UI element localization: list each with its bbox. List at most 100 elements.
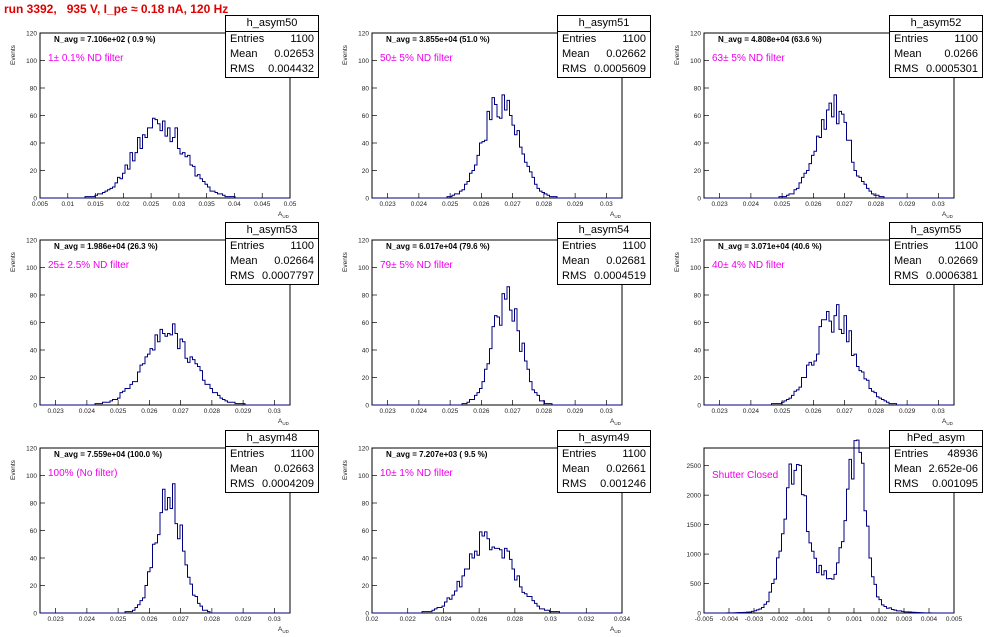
y-tick-label: 0 [365,403,369,410]
stats-row-mean: Mean 0.02681 [558,254,650,269]
stats-key: Entries [894,448,929,460]
x-tick-label: 0.024 [435,616,452,623]
y-tick-label: 500 [690,581,701,588]
y-tick-label: 100 [358,473,369,480]
stats-row-mean: Mean 0.02663 [226,462,318,477]
histogram-plot: 0.023 0.024 0.025 0.026 0.027 0.028 0.029 0.03 0… [674,238,955,426]
y-axis-label: Events [10,459,17,480]
y-tick-label: 40 [362,141,370,148]
histogram-plot: 0.023 0.024 0.025 0.026 0.027 0.028 0.029 0.03 0… [342,31,623,219]
stats-key: RMS [230,270,255,282]
x-tick-label: 0.023 [379,201,396,208]
stats-title: h_asym52 [890,16,982,32]
x-tick-label: 0.026 [805,408,822,415]
x-tick-label: 0.027 [172,408,189,415]
histogram-series [704,94,954,199]
stats-value: 0.02663 [274,463,314,475]
stats-row-entries: Entries 1100 [890,239,982,254]
x-tick-label: 0.045 [254,201,271,208]
y-tick-label: 80 [362,293,370,300]
y-tick-label: 120 [690,31,701,38]
histogram-panel-h_asym51: 0.023 0.024 0.025 0.026 0.027 0.028 0.029 0.03 0… [332,15,664,222]
y-tick-label: 40 [694,141,702,148]
navg-label: N_avg = 3.071e+04 (40.6 %) [718,242,822,251]
x-tick-label: 0.026 [471,616,488,623]
y-axis-label: Events [10,251,17,272]
stats-key: RMS [894,270,919,282]
stats-value: 0.02669 [938,255,978,267]
stats-row-entries: Entries 1100 [226,239,318,254]
y-tick-label: 100 [690,265,701,272]
x-tick-label: -0.003 [745,616,764,623]
x-tick-label: 0.028 [507,616,524,623]
filter-label: 25± 2.5% ND filter [48,260,130,271]
stats-value: 0.001095 [932,478,978,490]
y-tick-label: 0 [365,196,369,203]
stats-value: 1100 [290,448,314,460]
y-tick-label: 0 [697,403,701,410]
stats-row-mean: Mean 0.02653 [226,47,318,62]
stats-box: h_asym53 Entries 1100 Mean 0.02664 RMS 0.00077… [225,222,319,285]
histogram-series [40,323,290,406]
x-tick-label: 0.024 [79,616,96,623]
histogram-panel-h_asym52: 0.023 0.024 0.025 0.026 0.027 0.028 0.029 0.03 0… [664,15,996,222]
x-tick-label: 0.026 [141,408,158,415]
y-tick-label: 2000 [687,493,702,500]
stats-value: 0.0005301 [926,63,978,75]
x-tick-label: 0.025 [774,408,791,415]
y-tick-label: 0 [697,196,701,203]
x-tick-label: 0.04 [228,201,241,208]
histogram-plot: 0.005 0.01 0.015 0.02 0.025 0.03 0.035 0.04 0.04… [10,31,297,220]
stats-key: Entries [562,33,597,45]
stats-value: 1100 [622,33,646,45]
run-title: run 3392, 935 V, I_pe ≈ 0.18 nA, 120 Hz [4,2,229,16]
x-tick-label: 0.028 [868,201,885,208]
navg-label: N_avg = 1.986e+04 (26.3 %) [54,242,158,251]
x-tick-label: 0.028 [204,408,221,415]
stats-value: 1100 [622,448,646,460]
histogram-plot: 0.023 0.024 0.025 0.026 0.027 0.028 0.029 0.03 0… [342,238,623,426]
y-tick-label: 100 [26,473,37,480]
stats-row-entries: Entries 1100 [890,32,982,47]
y-tick-label: 100 [358,58,369,65]
histogram-panel-h_asym49: 0.02 0.022 0.024 0.026 0.028 0.03 0.032 0.034 0 2… [332,430,664,637]
x-tick-label: -0.005 [695,616,714,623]
stats-row-entries: Entries 1100 [226,32,318,47]
y-tick-label: 100 [26,58,37,65]
filter-label: 40± 4% ND filter [712,260,785,271]
stats-key: Mean [894,48,922,60]
x-axis-label: AUD [610,418,622,426]
y-tick-label: 80 [30,501,38,508]
histogram-plot: 0.023 0.024 0.025 0.026 0.027 0.028 0.029 0.03 0… [10,446,291,634]
x-tick-label: 0.024 [743,201,760,208]
stats-value: 1100 [954,33,978,45]
histogram-panel-h_asym55: 0.023 0.024 0.025 0.026 0.027 0.028 0.029 0.03 0… [664,222,996,429]
y-tick-label: 60 [362,528,370,535]
stats-row-rms: RMS 0.0004519 [558,269,650,284]
y-tick-label: 20 [694,375,702,382]
stats-key: Entries [894,240,929,252]
x-tick-label: 0.023 [711,201,728,208]
stats-box: h_asym48 Entries 1100 Mean 0.02663 RMS 0.00042… [225,430,319,493]
stats-key: Mean [562,255,590,267]
filter-label: 100% (No filter) [48,468,117,479]
x-tick-label: 0.032 [578,616,595,623]
stats-value: 0.0007797 [262,270,314,282]
stats-key: Mean [230,463,258,475]
y-tick-label: 0 [33,196,37,203]
y-tick-label: 20 [694,168,702,175]
filter-label: 1± 0.1% ND filter [48,53,124,64]
x-axis-label: AUD [942,211,954,219]
stats-row-rms: RMS 0.0006381 [890,269,982,284]
y-tick-label: 40 [362,348,370,355]
y-tick-label: 120 [358,446,369,453]
stats-value: 1100 [290,240,314,252]
x-tick-label: 0.035 [199,201,216,208]
y-axis-label: Events [342,459,349,480]
y-tick-label: 60 [30,528,38,535]
stats-row-mean: Mean 2.652e-06 [890,462,982,477]
y-axis-label: Events [674,44,681,65]
navg-label: N_avg = 6.017e+04 (79.6 %) [386,242,490,251]
stats-value: 2.652e-06 [928,463,978,475]
stats-title: h_asym53 [226,223,318,239]
